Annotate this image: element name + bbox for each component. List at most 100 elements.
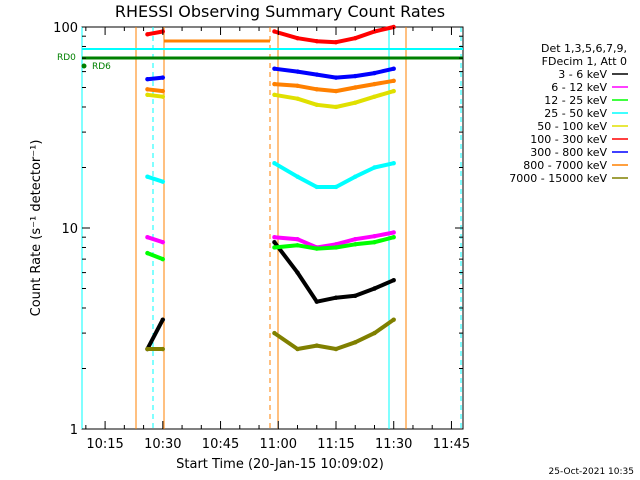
rd6-marker — [81, 63, 87, 69]
data-point — [314, 102, 319, 108]
data-point — [333, 88, 339, 94]
data-point — [272, 29, 277, 34]
series-layer — [145, 24, 396, 352]
data-point — [145, 76, 150, 82]
legend-header: FDecim 1, Att 0 — [542, 55, 627, 68]
data-point — [333, 245, 339, 250]
legend-entry-label: 3 - 6 keV — [558, 68, 607, 81]
y-tick-label: 100 — [53, 21, 78, 36]
timestamp-label: 25-Oct-2021 10:35 — [549, 467, 634, 477]
data-point — [160, 346, 166, 352]
data-point — [391, 277, 396, 283]
data-point — [353, 242, 358, 247]
data-point — [353, 293, 358, 298]
data-point — [145, 346, 150, 352]
x-tick-label: 10:15 — [86, 437, 123, 452]
data-point — [295, 83, 300, 88]
x-tick-label: 10:45 — [202, 437, 239, 452]
legend-entry-label: 6 - 12 keV — [551, 81, 607, 94]
data-point — [160, 75, 166, 80]
data-point — [295, 236, 300, 242]
series-line — [147, 75, 164, 82]
rd0-label: RD0 — [57, 53, 76, 63]
data-point — [372, 94, 377, 99]
data-point — [160, 317, 166, 322]
data-point — [353, 85, 358, 90]
data-point — [372, 70, 377, 76]
data-point — [295, 35, 300, 41]
data-point — [391, 78, 396, 83]
data-point — [145, 87, 150, 92]
data-point — [372, 330, 377, 336]
data-point — [160, 88, 166, 94]
data-point — [372, 234, 377, 239]
data-point — [372, 29, 377, 34]
data-point — [160, 94, 166, 99]
data-point — [314, 299, 319, 304]
x-tick-label: 11:00 — [260, 437, 297, 452]
legend: Det 1,3,5,6,7,9,FDecim 1, Att 03 - 6 keV… — [509, 42, 628, 185]
data-point — [295, 346, 300, 352]
series-5 — [145, 88, 396, 110]
data-point — [272, 92, 277, 97]
data-point — [391, 317, 396, 322]
data-point — [391, 88, 396, 94]
series-line — [273, 25, 395, 45]
legend-entry-label: 25 - 50 keV — [544, 107, 607, 120]
data-point — [295, 174, 300, 179]
data-point — [372, 81, 377, 87]
data-point — [391, 234, 396, 240]
data-point — [314, 38, 319, 44]
data-point — [314, 72, 319, 77]
series-3 — [145, 234, 396, 262]
data-point — [272, 81, 277, 87]
data-point — [372, 239, 377, 245]
data-point — [314, 246, 319, 251]
data-point — [145, 250, 150, 256]
series-7 — [145, 66, 396, 82]
series-8 — [145, 78, 396, 94]
series-9 — [145, 317, 396, 352]
data-point — [391, 161, 396, 166]
data-point — [353, 340, 358, 345]
data-point — [391, 66, 396, 71]
y-axis-label: Count Rate (s⁻¹ detector⁻¹) — [29, 140, 44, 317]
data-point — [333, 184, 339, 190]
series-line — [147, 29, 164, 37]
legend-entry-label: 12 - 25 keV — [544, 94, 607, 107]
x-axis-ticks: 10:15 10:30 10:45 11:00 11:15 11:30 11:45 — [85, 27, 470, 452]
x-tick-label: 11:15 — [317, 437, 354, 452]
data-point — [333, 40, 339, 45]
legend-entry-label: 100 - 300 keV — [530, 133, 607, 146]
data-point — [353, 73, 358, 79]
data-point — [333, 75, 339, 80]
data-point — [391, 230, 396, 235]
series-line — [146, 235, 164, 245]
data-point — [295, 270, 300, 275]
data-point — [145, 92, 150, 97]
data-point — [145, 234, 150, 240]
data-point — [372, 286, 377, 291]
series-1 — [145, 239, 396, 352]
data-point — [314, 343, 319, 348]
data-point — [353, 174, 358, 179]
legend-entry-label: 300 - 800 keV — [530, 146, 607, 159]
data-point — [314, 87, 319, 92]
data-point — [295, 243, 300, 248]
y-tick-label: 1 — [70, 423, 78, 438]
data-point — [353, 236, 358, 242]
series-6 — [145, 24, 396, 45]
legend-entry-label: 800 - 7000 keV — [523, 159, 607, 172]
series-4 — [145, 161, 396, 190]
data-point — [295, 96, 300, 101]
data-point — [272, 66, 277, 71]
data-point — [160, 239, 166, 245]
data-point — [145, 32, 150, 37]
data-point — [333, 295, 339, 300]
data-point — [353, 35, 358, 41]
legend-header: Det 1,3,5,6,7,9, — [541, 42, 627, 55]
data-point — [353, 100, 358, 105]
data-point — [272, 330, 277, 336]
y-axis-ticks: 1 10 100 — [53, 21, 463, 438]
series-2 — [145, 230, 396, 250]
